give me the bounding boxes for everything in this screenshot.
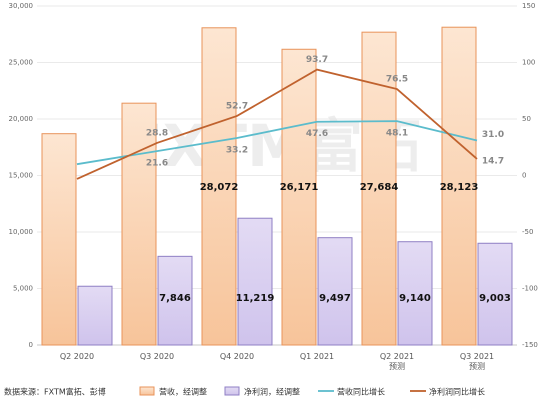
data-label: 76.5	[386, 75, 408, 85]
legend-label: 营收同比增长	[337, 387, 385, 397]
bar	[237, 217, 273, 346]
source: 数据来源：FXTM富拓、彭博	[4, 387, 106, 397]
data-label: 14.7	[482, 156, 504, 166]
data-label: 21.6	[146, 159, 168, 169]
line	[76, 68, 478, 180]
data-label: 7,846	[159, 293, 191, 304]
y-tick-label: 0	[29, 341, 33, 349]
y2-tick-label: 100	[522, 59, 535, 67]
data-label: 26,171	[280, 182, 319, 193]
data-label: 11,219	[236, 293, 275, 304]
line	[76, 120, 478, 166]
bar	[397, 241, 433, 346]
y-tick-label: 10,000	[9, 228, 34, 236]
x-tick-label: Q3 2021 预测	[459, 352, 495, 371]
data-label: 28,072	[200, 182, 239, 193]
x-tick-label: Q3 2020	[139, 352, 175, 361]
data-label: 28.8	[146, 128, 168, 138]
y-tick-label: 20,000	[9, 115, 34, 123]
data-label: 31.0	[482, 130, 504, 140]
data-label: 47.6	[306, 129, 328, 139]
legend-label: 净利润同比增长	[429, 387, 485, 397]
bar	[121, 102, 157, 346]
data-label: 9,497	[319, 293, 351, 304]
data-label: 93.7	[306, 55, 328, 65]
bar	[281, 48, 317, 346]
bar	[201, 27, 237, 346]
data-label: 9,140	[399, 293, 431, 304]
x-tick-label: Q2 2020	[59, 352, 95, 361]
data-label: 28,123	[440, 182, 479, 193]
y2-tick-label: -150	[522, 341, 538, 349]
x-tick-label: Q4 2020	[219, 352, 255, 361]
y-tick-label: 30,000	[9, 2, 34, 10]
legend-swatch	[139, 386, 155, 396]
data-label: 52.7	[226, 101, 248, 111]
y2-tick-label: -100	[522, 285, 538, 293]
x-tick-label: Q2 2021 预测	[379, 352, 415, 371]
data-label: 9,003	[479, 293, 511, 304]
bar	[317, 237, 353, 346]
data-label: 33.2	[226, 145, 248, 155]
y2-tick-label: -50	[522, 228, 533, 236]
bar	[41, 133, 77, 346]
data-label: 27,684	[360, 182, 399, 193]
bar	[477, 242, 513, 346]
bar	[157, 255, 193, 346]
y2-tick-label: 0	[522, 172, 526, 180]
legend-label: 净利润，经调整	[244, 387, 300, 397]
y-tick-label: 25,000	[9, 59, 34, 67]
legend-swatch	[224, 386, 240, 396]
bar	[77, 285, 113, 346]
bar	[441, 26, 477, 346]
legend-label: 营收，经调整	[159, 387, 207, 397]
x-tick-label: Q1 2021	[299, 352, 335, 361]
data-label: 48.1	[386, 129, 408, 139]
y-tick-label: 5,000	[13, 285, 33, 293]
y2-tick-label: 50	[522, 115, 531, 123]
y-tick-label: 15,000	[9, 172, 34, 180]
y2-tick-label: 150	[522, 2, 535, 10]
